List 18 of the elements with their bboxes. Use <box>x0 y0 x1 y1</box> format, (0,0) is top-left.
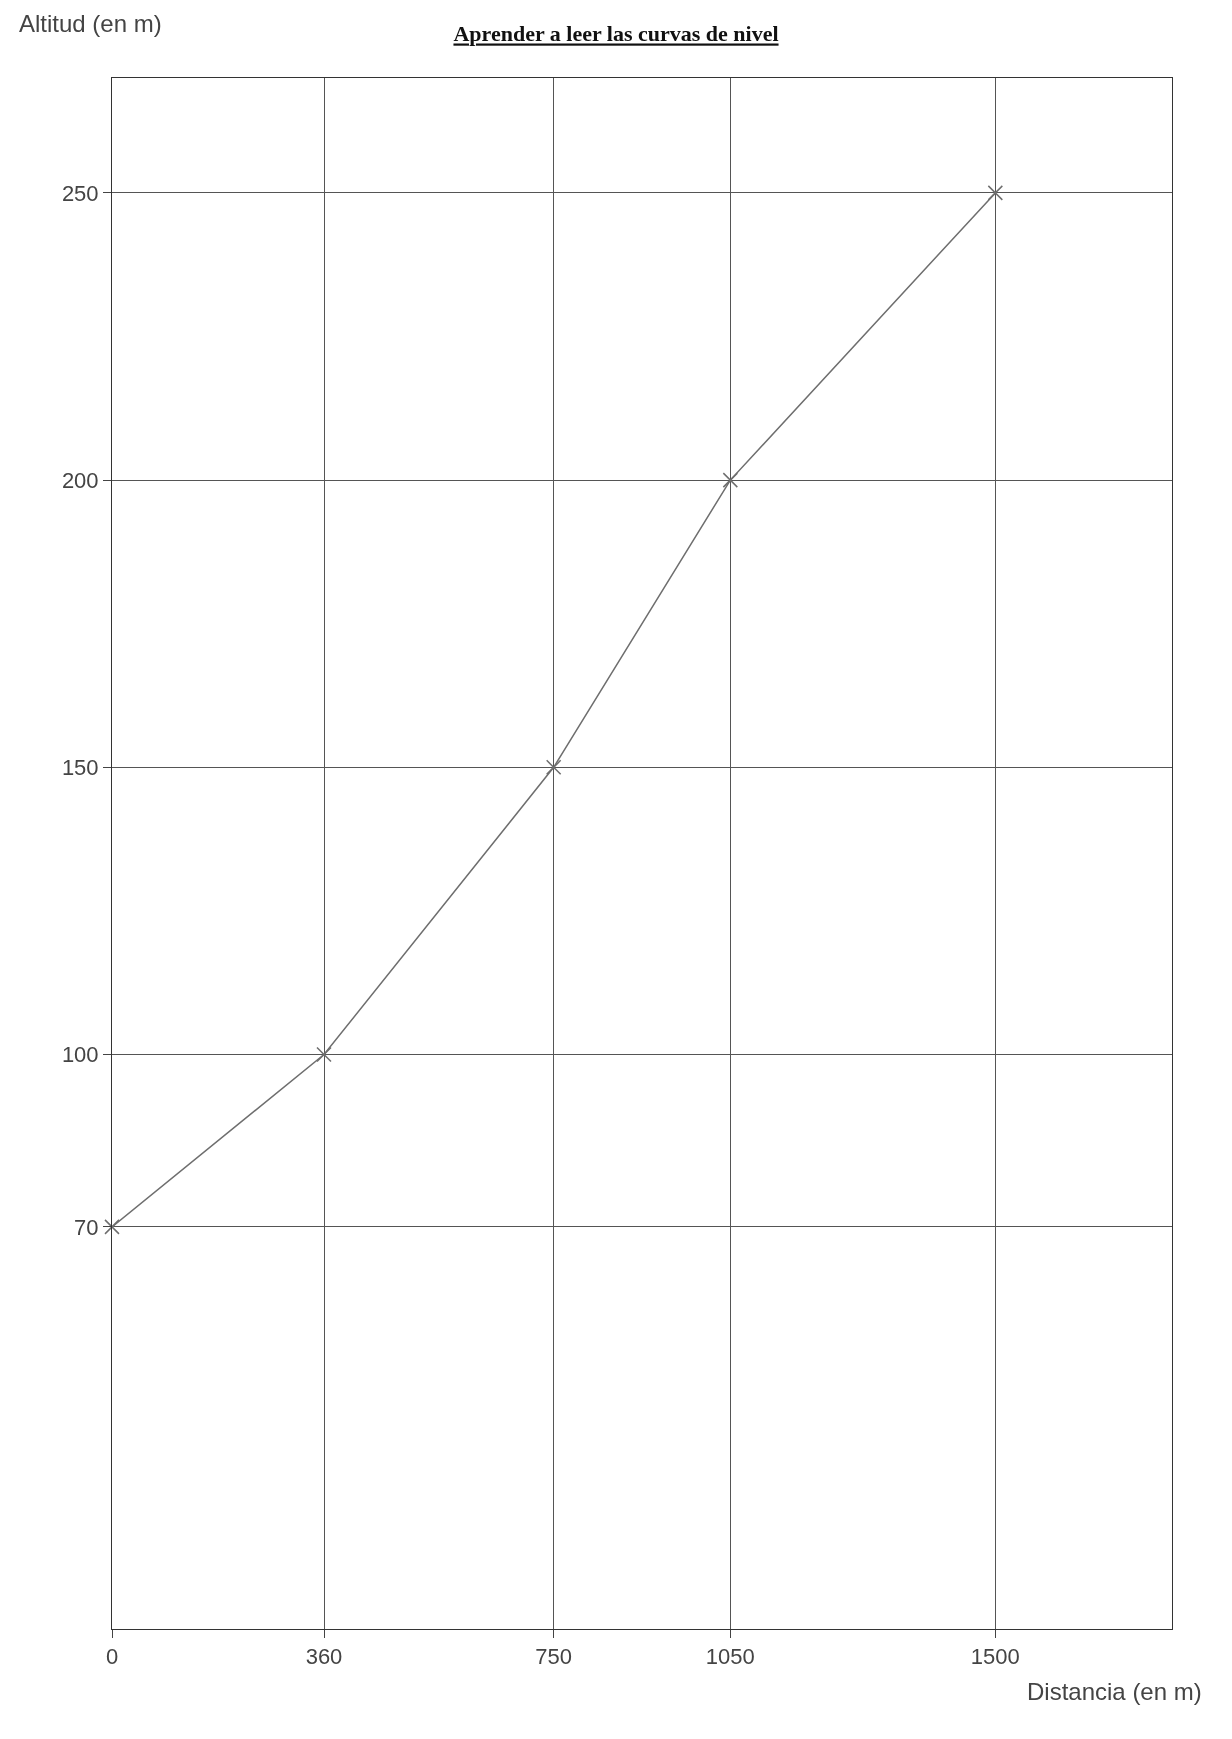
x-tick-label: 1500 <box>970 1644 1020 1670</box>
y-tick-label: 250 <box>61 180 99 206</box>
x-tick-label: 750 <box>535 1644 573 1670</box>
point <box>545 759 562 776</box>
y-axis-title: Altitud (en m) <box>19 10 162 37</box>
chart-title: Aprender a leer las curvas de nivel <box>453 21 779 47</box>
x-tick-label: 1050 <box>705 1644 755 1670</box>
x-tick-label: 0 <box>105 1644 119 1670</box>
y-tick-label: 150 <box>61 755 99 781</box>
x-tick-label: 360 <box>305 1644 343 1670</box>
y-tick-label: 200 <box>61 467 99 493</box>
point <box>722 472 739 488</box>
x-axis-title: Distancia (en m) <box>1027 1678 1202 1705</box>
point <box>987 185 1004 201</box>
point <box>316 1046 332 1063</box>
point <box>104 1219 120 1235</box>
y-tick-label: 70 <box>74 1214 99 1240</box>
y-tick-label: 100 <box>61 1042 99 1068</box>
